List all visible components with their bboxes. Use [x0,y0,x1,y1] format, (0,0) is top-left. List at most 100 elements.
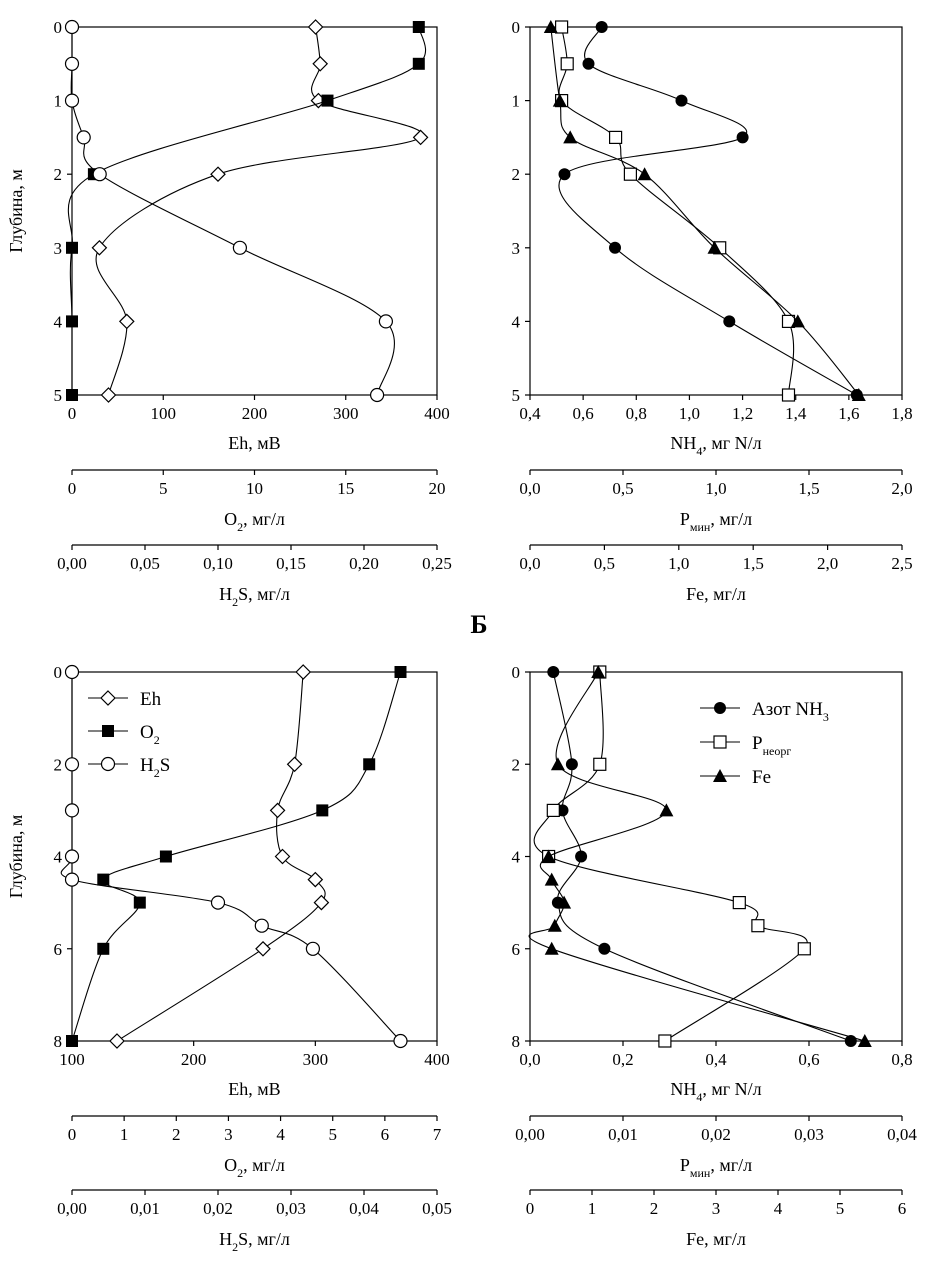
marker-shape [547,666,560,678]
x-tick-label: 1 [120,1125,129,1144]
marker-shape [159,850,172,863]
marker-shape [658,1034,672,1048]
x-tick-label: 15 [337,479,354,498]
y-tick-label: 0 [54,18,63,37]
data-point-O2 [159,850,172,863]
marker-shape [543,20,558,33]
x-tick-label: 0,5 [594,554,615,573]
x-axis-label: NH4, мг N/л [670,433,761,458]
series-O2 [66,666,407,1047]
x-tick-label: 0 [68,479,77,498]
data-point-O2 [66,389,78,401]
marker-shape [546,803,560,818]
series-P [554,20,796,402]
marker-shape [393,1033,408,1049]
data-point-Eh [286,756,303,773]
data-point-P [732,895,746,910]
x-tick-label: 0,05 [130,554,160,573]
x-tick-label: 4 [276,1125,285,1144]
marker-shape [210,166,226,183]
data-point-O2 [97,873,110,886]
plot-frame [71,671,438,1042]
y-tick-label: 8 [512,1032,521,1051]
legend-label: O2 [140,722,160,747]
data-point-P [751,919,765,933]
marker-shape [363,758,376,771]
data-point-Fe [557,895,572,909]
marker-shape [563,130,578,144]
data-point-P [797,942,811,956]
data-point-H2S [210,895,226,910]
data-point-NH4 [736,131,749,144]
marker-shape [64,803,80,818]
marker-shape [582,57,595,70]
data-point-Fe [659,803,674,817]
marker-shape [593,757,607,771]
marker-shape [305,941,320,956]
x-tick-label: 3 [712,1199,721,1218]
y-tick-label: 2 [54,755,63,774]
marker-shape [66,315,78,328]
legend-label: Pнеорг [752,733,791,758]
data-point-Fe [541,849,556,863]
data-point-Fe [563,130,578,144]
y-tick-label: 5 [54,386,63,405]
data-point-P [781,388,796,402]
series-line-NH4 [558,26,858,396]
marker-shape [781,388,796,402]
data-point-H2S [64,56,80,71]
marker-shape [675,94,688,107]
data-point-P [546,803,560,818]
marker-shape [102,725,114,737]
x-tick-label: 0,15 [276,554,306,573]
x-tick-label: 300 [333,404,359,423]
marker-shape [575,850,588,863]
marker-shape [64,19,80,35]
x-axis-label: NH4, мг N/л [670,1079,761,1104]
marker-shape [316,804,329,817]
data-point-NH4 [723,315,736,328]
data-point-P [658,1034,672,1048]
marker-shape [713,735,727,749]
series-NH4 [558,21,863,401]
data-point-Fe [790,314,805,328]
data-point-Eh [412,129,429,146]
x-tick-label: 400 [424,404,450,423]
y-tick-label: 0 [512,663,521,682]
marker-shape [312,55,329,72]
legend-item-Eh: Eh [88,689,162,710]
marker-shape [554,20,569,34]
x-tick-label: 300 [303,1050,329,1069]
marker-shape [558,168,571,181]
marker-shape [723,315,736,328]
marker-shape [412,57,425,70]
marker-shape [92,167,107,182]
x-tick-label: 0,00 [515,1125,545,1144]
data-point-NH4 [598,942,611,955]
y-tick-label: 0 [54,663,63,682]
x-tick-label: 2,5 [891,554,912,573]
marker-shape [857,1034,872,1047]
marker-shape [100,756,116,772]
x-tick-label: 200 [181,1050,207,1069]
x-tick-label: 5 [328,1125,337,1144]
x-tick-label: 0 [68,404,77,423]
series-line-Fe [550,26,860,396]
x-tick-label: 0,03 [276,1199,306,1218]
legend-marker-P [713,735,727,749]
x-tick-label: 0,00 [57,554,87,573]
data-point-NH4 [565,758,578,771]
y-tick-label: 4 [54,848,63,867]
data-point-P [608,130,623,144]
y-tick-label: 8 [54,1032,63,1051]
x-tick-label: 0,4 [519,404,541,423]
x-tick-label: 5 [836,1199,845,1218]
x-axis-label: H2S, мг/л [219,584,290,609]
data-point-P [560,57,574,71]
x-tick-label: 1 [588,1199,597,1218]
series-line-NH4 [552,671,851,1042]
marker-shape [64,757,80,772]
data-point-O2 [394,666,407,678]
data-point-NH4 [558,168,571,181]
x-tick-label: 0,0 [519,554,540,573]
